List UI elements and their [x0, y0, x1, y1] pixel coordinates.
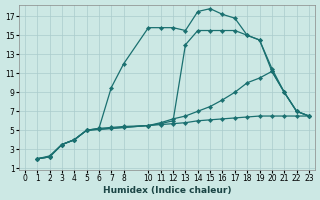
X-axis label: Humidex (Indice chaleur): Humidex (Indice chaleur)	[103, 186, 231, 195]
